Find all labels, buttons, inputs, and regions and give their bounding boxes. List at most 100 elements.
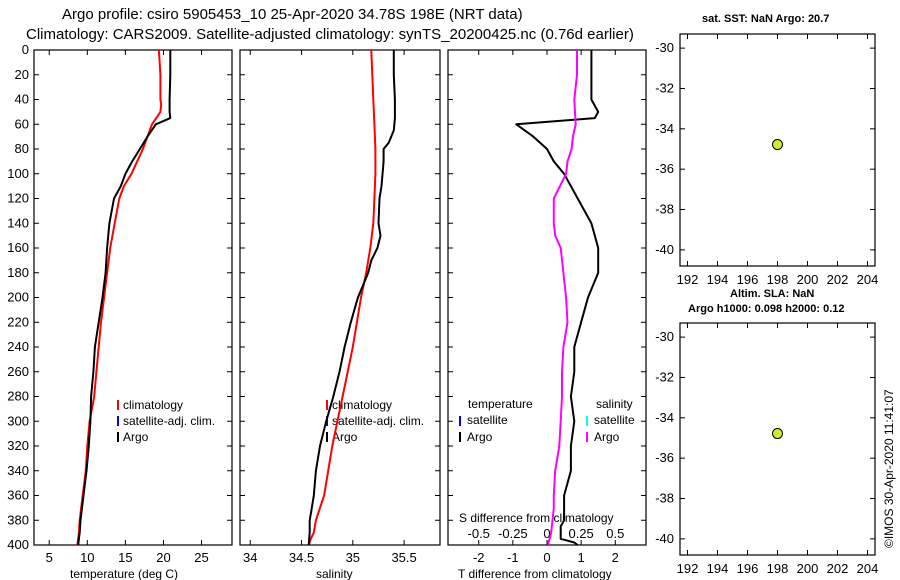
xtick-label: 34 — [243, 550, 257, 565]
ytick-label: 180 — [7, 265, 29, 280]
sxtick-label: -0.25 — [498, 526, 528, 541]
legend-label-argo: Argo — [123, 430, 149, 444]
xtick-label: -1 — [507, 550, 519, 565]
salinity-legend: climatology satellite-adj. clim. Argo — [326, 398, 424, 444]
legend-swatch-s-satellite — [586, 416, 588, 426]
ytick-label: 260 — [7, 364, 29, 379]
legend-title-temperature: temperature — [468, 397, 533, 411]
map-xtick-label: 196 — [737, 272, 759, 287]
ytick-label: 300 — [7, 413, 29, 428]
legend-swatch-argo — [326, 432, 328, 442]
legend-label-climatology: climatology — [332, 398, 392, 412]
legend-swatch-climatology — [326, 400, 328, 410]
map-xtick-label: 194 — [707, 272, 729, 287]
temperature-legend: climatology satellite-adj. clim. Argo — [117, 398, 215, 444]
ytick-label: 320 — [7, 438, 29, 453]
series-line — [307, 50, 396, 546]
sxtick-label: -0.5 — [468, 526, 490, 541]
argo-position-point — [772, 139, 783, 151]
ytick-label: 100 — [7, 166, 29, 181]
header-line1: Argo profile: csiro 5905453_10 25-Apr-20… — [62, 6, 523, 23]
xtick-label: 0 — [543, 550, 550, 565]
series-line — [77, 50, 172, 546]
difference-panel-frame — [447, 49, 647, 546]
salinity-xlabel: salinity — [316, 567, 353, 580]
series-line — [307, 49, 377, 546]
map-xtick-label: 192 — [677, 561, 699, 576]
difference-xlabel: T difference from climatology — [458, 567, 612, 580]
map-xtick-label: 202 — [827, 272, 849, 287]
series-line — [515, 50, 600, 546]
ytick-label: 200 — [7, 290, 29, 305]
map-ytick-label: -34 — [655, 121, 674, 136]
legend-swatch-climatology — [117, 400, 119, 410]
xtick-label: 2 — [612, 550, 619, 565]
legend-swatch-satellite-adj — [117, 416, 119, 426]
sla-map-title2: Argo h1000: 0.098 h2000: 0.12 — [688, 303, 845, 315]
map-xtick-label: 192 — [677, 272, 699, 287]
map-ytick-label: -32 — [655, 369, 674, 384]
series-line — [76, 49, 163, 546]
xtick-label: 34.5 — [289, 550, 314, 565]
map-xtick-label: 204 — [857, 272, 879, 287]
legend-title-salinity: salinity — [596, 397, 633, 411]
data-series — [76, 49, 600, 546]
legend-swatch-t-satellite — [459, 416, 461, 426]
xtick-label: 35.5 — [391, 550, 416, 565]
xtick-label: 1 — [578, 550, 585, 565]
map-xtick-label: 198 — [767, 561, 789, 576]
sxtick-label: 0 — [543, 526, 550, 541]
ytick-label: 40 — [15, 92, 29, 107]
legend-label-satellite-adj: satellite-adj. clim. — [332, 414, 424, 428]
xtick-label: 10 — [80, 550, 94, 565]
xtick-label: 15 — [118, 550, 132, 565]
map-ytick-label: -36 — [655, 450, 674, 465]
ytick-label: 360 — [7, 488, 29, 503]
ytick-label: 240 — [7, 339, 29, 354]
xtick-label: 5 — [46, 550, 53, 565]
legend-label-argo: Argo — [332, 430, 358, 444]
map-xtick-label: 202 — [827, 561, 849, 576]
map-xtick-label: 196 — [737, 561, 759, 576]
legend-label-t-argo: Argo — [467, 430, 493, 444]
xtick-label: 35 — [346, 550, 360, 565]
map-ytick-label: -40 — [655, 531, 674, 546]
ytick-label: 340 — [7, 463, 29, 478]
xtick-label: -2 — [473, 550, 485, 565]
series-line — [547, 50, 578, 545]
sst-map-title: sat. SST: NaN Argo: 20.7 — [702, 13, 829, 25]
map-xtick-label: 200 — [797, 272, 819, 287]
watermark: ©IMOS 30-Apr-2020 11:41:07 — [882, 389, 896, 548]
map-ytick-label: -38 — [655, 491, 674, 506]
map-xtick-label: 200 — [797, 561, 819, 576]
ytick-label: 280 — [7, 389, 29, 404]
ytick-label: 80 — [15, 141, 29, 156]
map-points — [772, 139, 783, 440]
sla-map-title: Altim. SLA: NaN — [730, 288, 814, 300]
ytick-label: 140 — [7, 215, 29, 230]
map-ytick-label: -36 — [655, 161, 674, 176]
salinity-panel-frame — [239, 49, 441, 546]
difference-legend-salinity: salinity satellite Argo — [586, 397, 635, 444]
ytick-label: 0 — [22, 42, 29, 57]
map-ytick-label: -34 — [655, 410, 674, 425]
legend-swatch-argo — [117, 432, 119, 442]
legend-label-t-satellite: satellite — [467, 413, 508, 427]
header-line2: Climatology: CARS2009. Satellite-adjuste… — [26, 26, 634, 43]
ytick-label: 160 — [7, 240, 29, 255]
map-ytick-label: -30 — [655, 329, 674, 344]
map-ytick-label: -38 — [655, 202, 674, 217]
legend-label-s-argo: Argo — [594, 430, 620, 444]
ytick-label: 20 — [15, 67, 29, 82]
temperature-panel-frame — [33, 49, 233, 546]
ytick-label: 380 — [7, 512, 29, 527]
temperature-xlabel: temperature (deg C) — [70, 567, 178, 580]
axis-ticks: 0204060801001201401601802002202402602803… — [7, 34, 878, 576]
xtick-label: 20 — [156, 550, 170, 565]
map-xtick-label: 194 — [707, 561, 729, 576]
map-ytick-label: -32 — [655, 80, 674, 95]
ytick-label: 60 — [15, 116, 29, 131]
ytick-label: 220 — [7, 314, 29, 329]
ytick-label: 120 — [7, 191, 29, 206]
